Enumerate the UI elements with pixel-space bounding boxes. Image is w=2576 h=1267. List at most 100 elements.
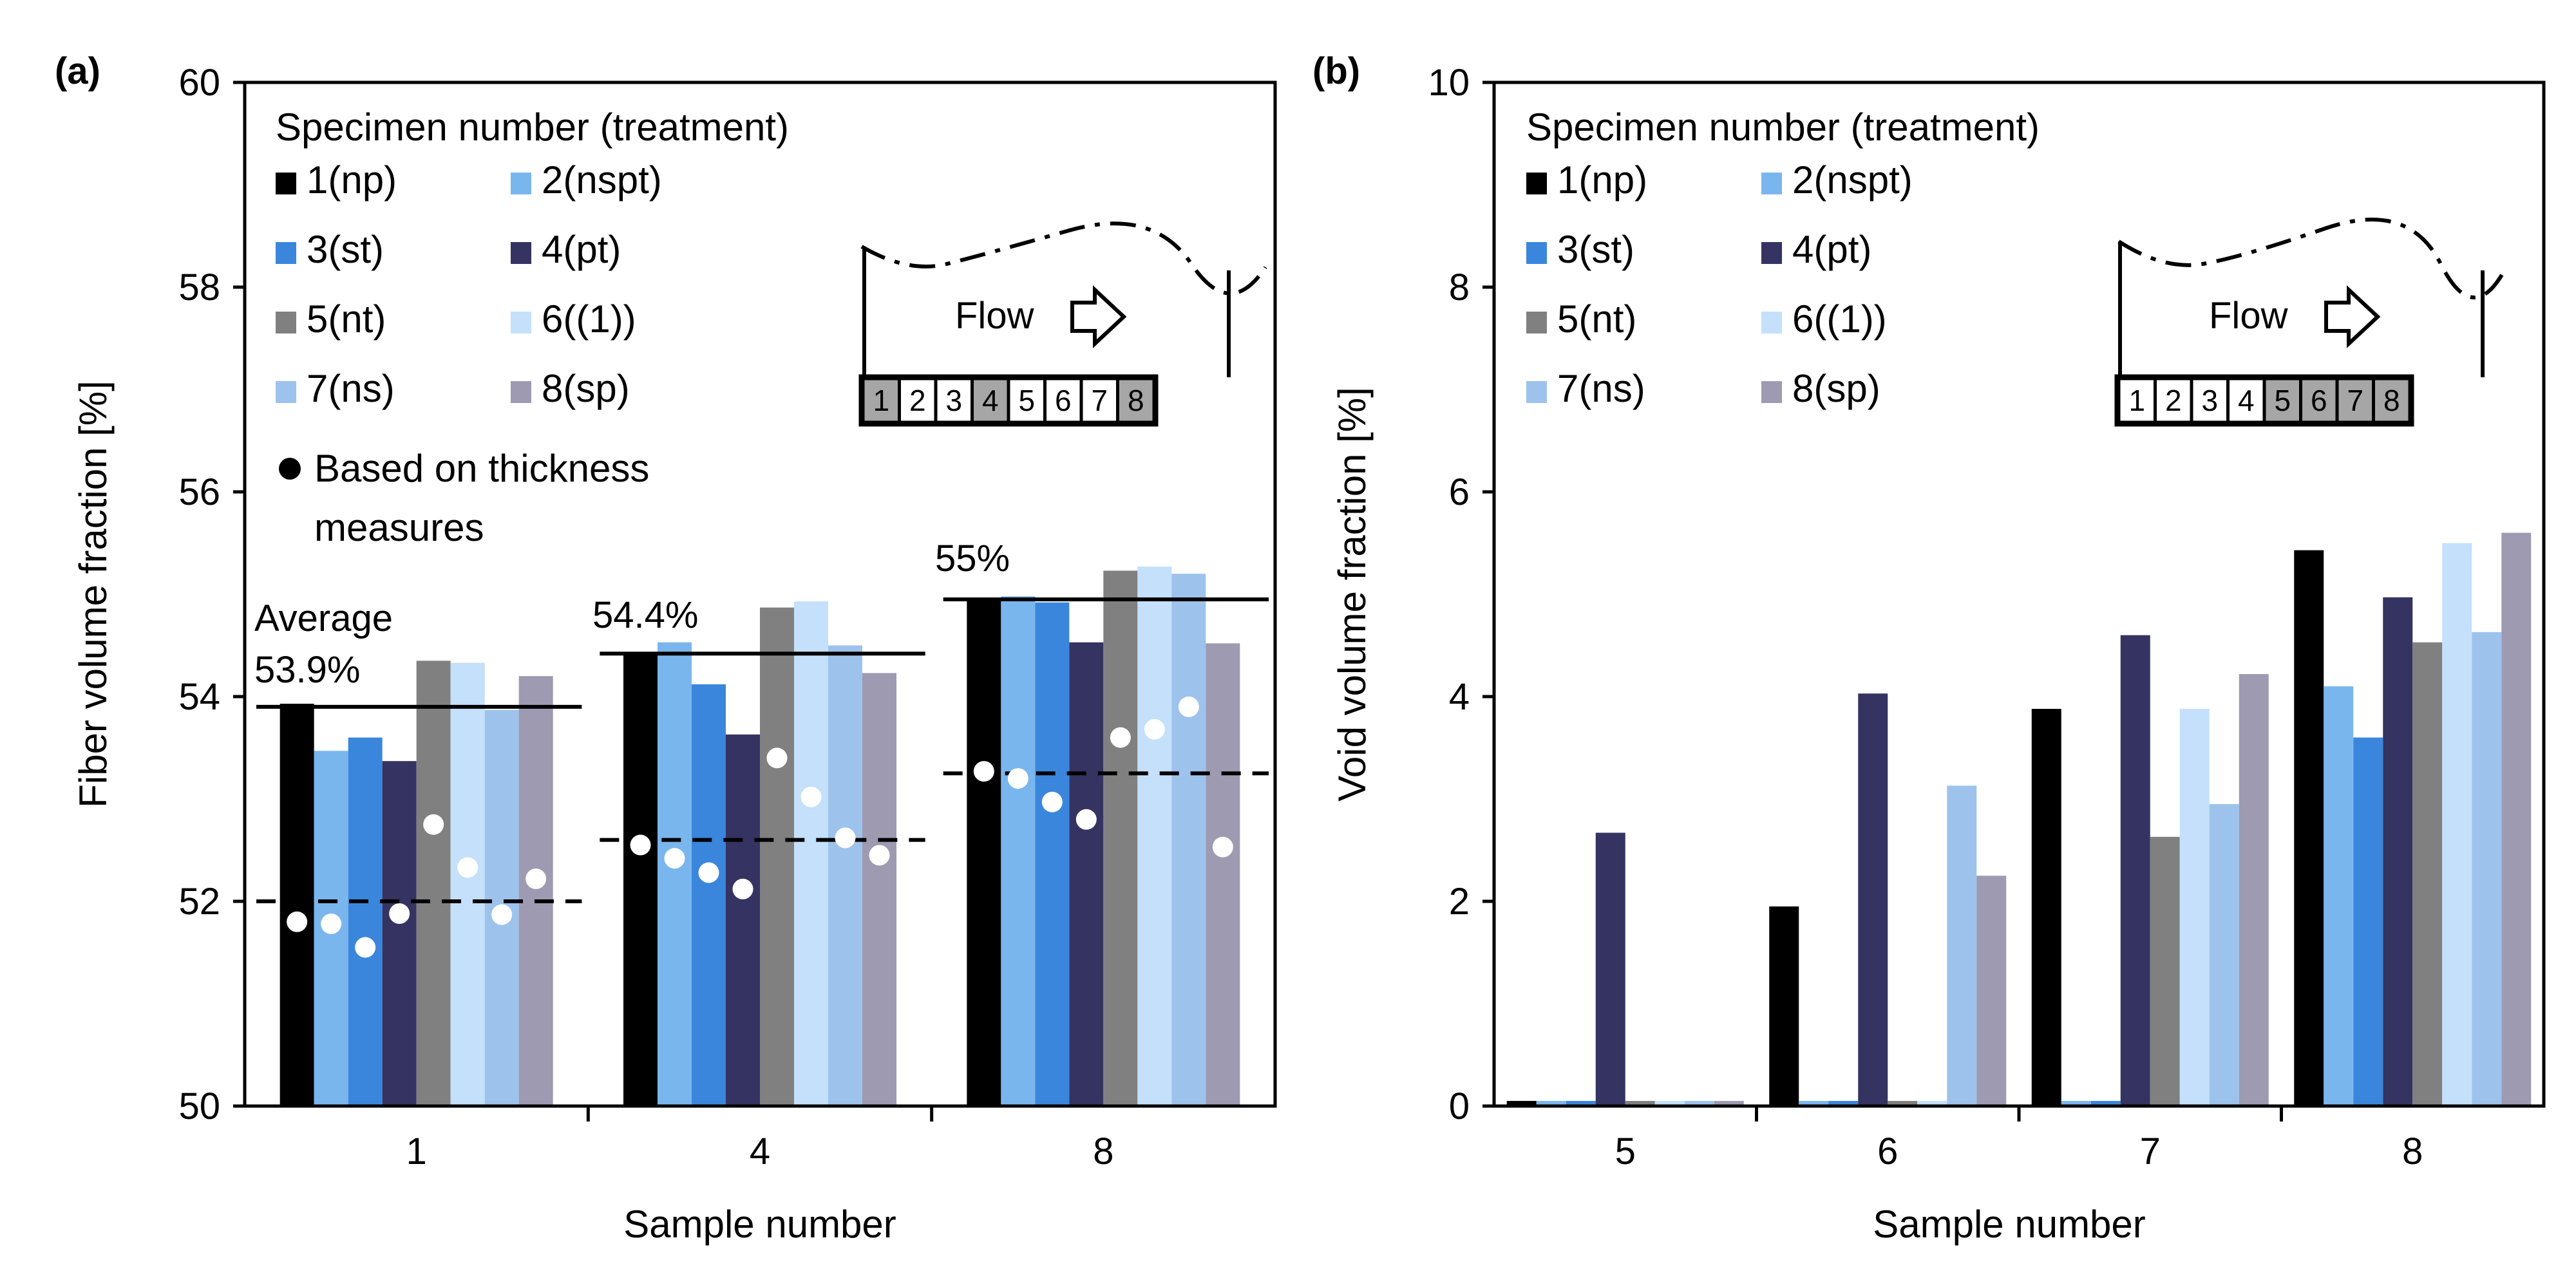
- a-inset-resin-front: [860, 221, 1267, 296]
- a-inset-flow-label: Flow: [955, 295, 1035, 337]
- b-bar-6-1: [1799, 1101, 1829, 1106]
- a-legend-swatch-7: [511, 381, 531, 403]
- b-legend-label-1: 2(nspt): [1792, 158, 1913, 202]
- a-y-axis-title: Fiber volume fraction [%]: [71, 380, 115, 808]
- b-bar-5-1: [1536, 1101, 1566, 1106]
- a-legend-title: Specimen number (treatment): [276, 106, 789, 149]
- a-inset-cell-label-8: 8: [1128, 384, 1144, 417]
- a-thickness-dot-8-3: [1075, 809, 1097, 830]
- a-thickness-dot-4-0: [630, 834, 651, 856]
- b-inset-cell-label-6: 6: [2311, 384, 2327, 417]
- a-inset-cell-label-5: 5: [1018, 384, 1035, 417]
- a-thickness-dot-1-2: [355, 937, 376, 958]
- b-legend-swatch-5: [1761, 312, 1782, 333]
- a-inset-cell-label-2: 2: [909, 384, 926, 417]
- a-legend-label-5: 6((1)): [542, 297, 636, 341]
- a-inset-cell-label-6: 6: [1055, 384, 1072, 417]
- b-legend-label-0: 1(np): [1557, 158, 1647, 202]
- b-y-tick-label-5: 10: [1428, 62, 1470, 104]
- a-bar-4-2: [692, 684, 726, 1106]
- b-axis-ticks: 0 2 4 6 8 10: [1428, 62, 1494, 1127]
- a-inset-cell-frame: [858, 374, 1159, 427]
- a-bar-4-4: [760, 607, 794, 1106]
- a-bar-4-5: [794, 601, 828, 1106]
- b-bar-8-0: [2294, 550, 2324, 1106]
- b-bar-5-3: [1595, 832, 1625, 1106]
- b-inset-cell-label-2: 2: [2165, 384, 2182, 417]
- b-inset-flow-label: Flow: [2209, 295, 2289, 337]
- a-legend-swatch-2: [276, 242, 296, 264]
- b-legend-label-3: 4(pt): [1792, 228, 1871, 271]
- b-inset-cell-label-3: 3: [2201, 384, 2218, 417]
- a-legend-swatch-3: [511, 242, 531, 264]
- a-inset-cell-label-1: 1: [873, 384, 889, 417]
- a-thickness-dot-8-5: [1144, 718, 1165, 740]
- a-bar-8-0: [967, 599, 1001, 1106]
- a-bars: 1 4 8: [279, 567, 1240, 1172]
- a-y-tick-label-0: 50: [178, 1085, 220, 1127]
- a-legend-dot-text-2: measures: [314, 506, 484, 549]
- a-bar-8-2: [1035, 602, 1070, 1106]
- a-legend-swatch-6: [276, 381, 296, 403]
- a-thickness-dot-8-1: [1007, 768, 1028, 789]
- a-bar-4-1: [658, 642, 692, 1106]
- b-y-tick-label-2: 4: [1449, 676, 1470, 718]
- a-legend-label-4: 5(nt): [307, 297, 386, 341]
- b-x-tick-label-7: 7: [2140, 1131, 2161, 1172]
- a-average-value-1: 53.9%: [254, 649, 360, 691]
- b-inset-cell-label-4: 4: [2238, 384, 2255, 417]
- b-bar-6-0: [1769, 906, 1799, 1106]
- a-bar-1-0: [279, 704, 314, 1106]
- b-y-axis-title: Void volume fraction [%]: [1331, 387, 1374, 802]
- b-y-tick-label-4: 8: [1449, 267, 1470, 308]
- a-average-label: Average: [254, 597, 393, 639]
- a-thickness-dot-4-1: [664, 848, 685, 869]
- a-legend-dot-text-1: Based on thickness: [314, 447, 649, 490]
- a-inset-cell-label-3: 3: [945, 384, 962, 417]
- a-thickness-dot-8-7: [1212, 836, 1233, 858]
- a-axis-ticks: 50 52 54 56 58 60: [178, 62, 245, 1127]
- a-inset-flow-arrow-icon: [1070, 285, 1127, 348]
- a-y-tick-label-4: 58: [178, 267, 220, 308]
- b-bar-8-2: [2353, 737, 2383, 1106]
- b-legend-swatch-4: [1526, 312, 1547, 333]
- a-thickness-dots: [287, 696, 1233, 958]
- a-bar-1-2: [348, 737, 383, 1106]
- a-bar-4-6: [828, 645, 862, 1106]
- b-bar-7-2: [2090, 1101, 2121, 1106]
- b-bar-8-5: [2442, 543, 2472, 1106]
- a-thickness-dot-1-1: [321, 913, 342, 934]
- a-legend-swatch-5: [511, 312, 531, 333]
- a-bar-8-7: [1206, 643, 1240, 1106]
- a-bar-8-6: [1171, 574, 1206, 1106]
- a-bar-1-7: [518, 676, 553, 1106]
- a-bar-1-4: [416, 661, 451, 1106]
- b-inset-cell-label-8: 8: [2383, 384, 2400, 417]
- b-bar-7-0: [2031, 709, 2061, 1106]
- b-bar-5-7: [1714, 1101, 1744, 1106]
- b-bar-5-6: [1684, 1101, 1714, 1106]
- b-bar-6-2: [1828, 1101, 1859, 1106]
- a-thickness-dot-8-0: [973, 761, 994, 782]
- a-x-tick-label-8: 8: [1093, 1131, 1113, 1172]
- b-bars: 5 6 7 8: [1506, 532, 2532, 1172]
- b-bar-7-6: [2209, 803, 2239, 1106]
- a-legend-dot-marker: [279, 458, 301, 480]
- a-y-tick-label-5: 60: [178, 62, 220, 104]
- a-legend-label-6: 7(ns): [307, 367, 395, 410]
- a-average-value-4: 54.4%: [592, 594, 698, 636]
- b-bar-7-5: [2179, 709, 2210, 1106]
- a-thickness-dot-4-6: [835, 827, 856, 849]
- b-inset-cell-label-7: 7: [2347, 384, 2363, 417]
- b-inset-flow-arrow-icon: [2324, 285, 2381, 348]
- a-y-tick-label-2: 54: [178, 676, 220, 718]
- a-inset-cell-label-4: 4: [982, 384, 999, 417]
- a-legend: Specimen number (treatment) 1(np) 2(nspt)…: [276, 106, 789, 549]
- a-y-tick-label-1: 52: [178, 881, 220, 923]
- a-thickness-dot-8-2: [1041, 791, 1063, 812]
- b-legend-title: Specimen number (treatment): [1526, 106, 2040, 149]
- panel-b-label: (b): [1312, 50, 1360, 92]
- b-x-tick-label-8: 8: [2402, 1131, 2423, 1172]
